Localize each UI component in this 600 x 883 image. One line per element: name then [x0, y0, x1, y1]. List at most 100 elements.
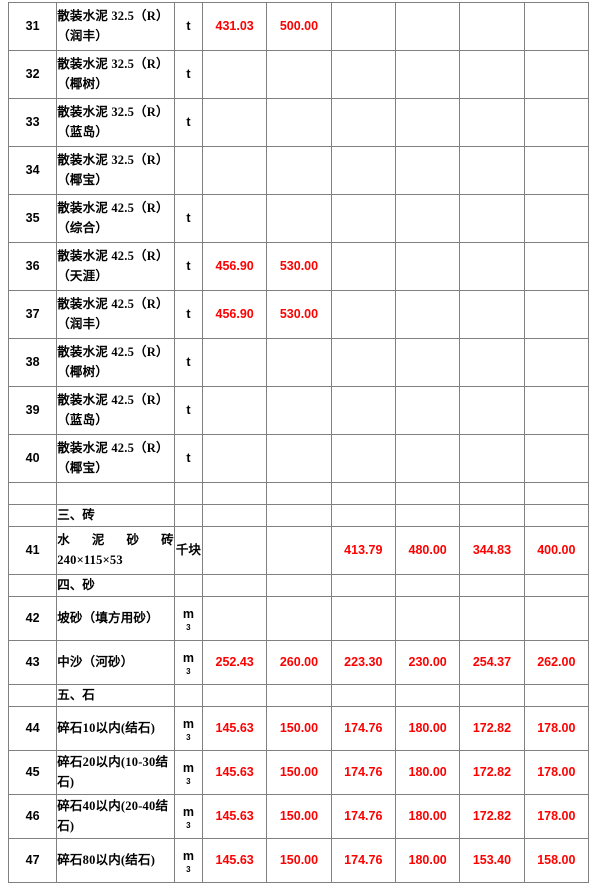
cell-price-value — [394, 596, 461, 641]
cell-price-value: 153.40 — [459, 838, 525, 883]
cell-price-value — [266, 482, 332, 505]
cell-price-value: 150.00 — [266, 838, 332, 883]
cell-row-number: 40 — [7, 434, 58, 483]
cell-price-value — [459, 242, 525, 291]
cell-price-value — [201, 596, 268, 641]
table-row: 35 散装水泥 42.5（R）（综合） t — [7, 194, 590, 243]
cell-row-number: 31 — [7, 2, 58, 51]
cell-price-value — [201, 434, 268, 483]
cell-unit: t — [173, 194, 203, 243]
cell-price-value: 254.37 — [459, 640, 525, 685]
cell-unit: t — [173, 338, 203, 387]
table-row: 38 散装水泥 42.5（R）（椰树） t — [7, 338, 590, 387]
cell-row-number: 32 — [7, 50, 58, 99]
cell-price-value: 150.00 — [266, 706, 332, 751]
cell-price-value: 172.82 — [459, 750, 525, 795]
cell-price-value: 400.00 — [523, 526, 590, 575]
cell-price-value — [459, 596, 525, 641]
cell-price-value: 174.76 — [330, 750, 396, 795]
cell-price-value — [266, 194, 332, 243]
unit-exponent: 3 — [186, 733, 191, 743]
table-row: 42 坡砂（填方用砂） m 3 — [7, 596, 590, 641]
cell-unit: t — [173, 2, 203, 51]
table-row: 三、砖 — [7, 504, 590, 527]
cell-price-value — [330, 338, 396, 387]
cell-price-value — [459, 574, 525, 597]
cell-price-value — [266, 98, 332, 147]
cell-price-value — [201, 526, 268, 575]
cell-row-number: 45 — [7, 750, 58, 795]
cell-price-value — [459, 504, 525, 527]
cell-price-value — [394, 684, 461, 707]
cell-row-number — [7, 684, 58, 707]
unit-base: m — [182, 804, 194, 819]
cell-row-number: 38 — [7, 338, 58, 387]
unit-exponent: 3 — [186, 667, 191, 677]
cell-material-name: 散装水泥 42.5（R）（椰树） — [56, 338, 175, 387]
cell-price-value — [330, 684, 396, 707]
table-row: 39 散装水泥 42.5（R）（蓝岛） t — [7, 386, 590, 435]
cell-price-value — [266, 504, 332, 527]
cell-price-value — [201, 194, 268, 243]
cell-price-value — [201, 574, 268, 597]
price-sheet-page: 31 散装水泥 32.5（R）（润丰） t 431.03 500.00 32 散装水泥 32… — [7, 2, 590, 883]
cell-material-name: 散装水泥 42.5（R）（润丰） — [56, 290, 175, 339]
cell-price-value: 456.90 — [201, 290, 268, 339]
cell-unit — [173, 574, 203, 597]
cell-price-value — [459, 290, 525, 339]
cell-price-value: 174.76 — [330, 838, 396, 883]
cell-price-value — [266, 338, 332, 387]
cell-unit: t — [173, 386, 203, 435]
cell-row-number: 44 — [7, 706, 58, 751]
table-row: 37 散装水泥 42.5（R）（润丰） t 456.90 530.00 — [7, 290, 590, 339]
unit-exponent: 3 — [186, 865, 191, 875]
cell-material-name: 碎石40以内(20-40结石) — [56, 794, 175, 839]
cell-price-value — [523, 338, 590, 387]
cell-price-value: 145.63 — [201, 794, 268, 839]
cell-price-value — [459, 482, 525, 505]
cell-price-value: 530.00 — [266, 242, 332, 291]
cell-price-value — [394, 574, 461, 597]
cell-price-value — [330, 596, 396, 641]
cell-price-value — [523, 2, 590, 51]
cell-price-value — [394, 242, 461, 291]
cell-price-value: 180.00 — [394, 838, 461, 883]
cell-price-value — [523, 98, 590, 147]
cell-material-name: 散装水泥 42.5（R）（天涯） — [56, 242, 175, 291]
cell-row-number — [7, 574, 58, 597]
cell-price-value — [394, 2, 461, 51]
cell-price-value: 262.00 — [523, 640, 590, 685]
cell-price-value — [201, 50, 268, 99]
table-row: 43 中沙（河砂） m 3 252.43 260.00 223.30 230.00 254.37… — [7, 640, 590, 685]
cell-price-value — [394, 194, 461, 243]
table-row: 36 散装水泥 42.5（R）（天涯） t 456.90 530.00 — [7, 242, 590, 291]
cell-row-number: 41 — [7, 526, 58, 575]
cell-row-number: 42 — [7, 596, 58, 641]
cell-price-value: 260.00 — [266, 640, 332, 685]
cell-price-value — [394, 290, 461, 339]
cell-row-number: 47 — [7, 838, 58, 883]
cell-material-name: 水泥砂砖 240×115×53 — [56, 526, 175, 575]
cell-price-value — [523, 290, 590, 339]
cell-price-value: 178.00 — [523, 706, 590, 751]
cell-price-value — [459, 98, 525, 147]
cell-row-number: 35 — [7, 194, 58, 243]
cell-unit: t — [173, 98, 203, 147]
cell-price-value — [266, 386, 332, 435]
cell-price-value: 344.83 — [459, 526, 525, 575]
cell-price-value — [523, 504, 590, 527]
cell-material-name: 散装水泥 32.5（R）（椰宝） — [56, 146, 175, 195]
cell-price-value: 174.76 — [330, 794, 396, 839]
cell-price-value: 530.00 — [266, 290, 332, 339]
unit-exponent: 3 — [186, 821, 191, 831]
cell-price-value — [330, 98, 396, 147]
cell-price-value — [523, 146, 590, 195]
unit-exponent: 3 — [186, 777, 191, 787]
cell-price-value: 180.00 — [394, 750, 461, 795]
cell-price-value — [394, 504, 461, 527]
cell-price-value — [523, 482, 590, 505]
